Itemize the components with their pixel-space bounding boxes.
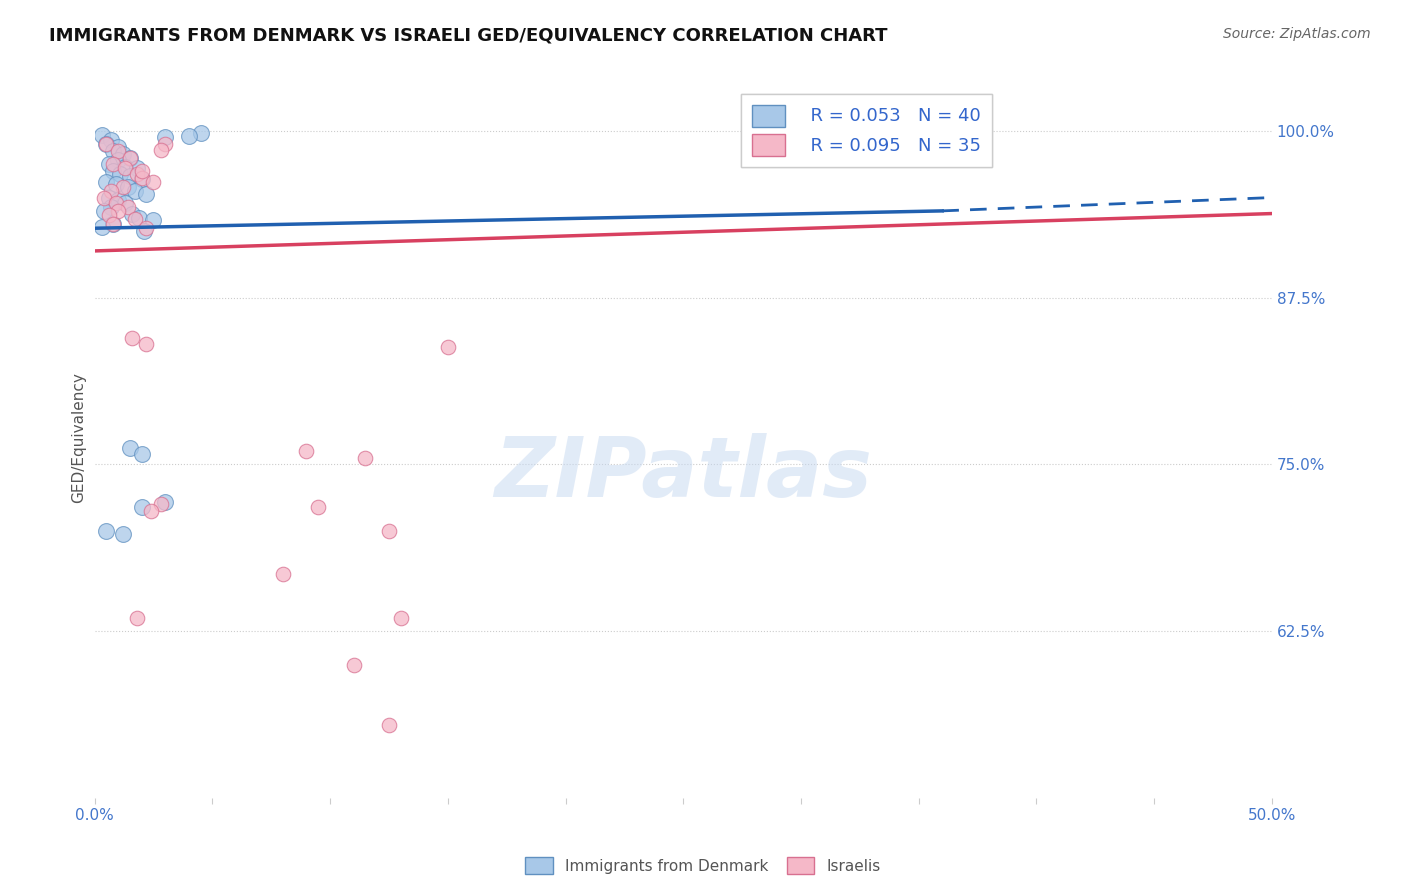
Point — [124, 184, 146, 198]
Point — [118, 151, 141, 165]
Point — [103, 144, 125, 158]
Point — [132, 224, 155, 238]
Point — [131, 500, 153, 515]
Point — [131, 172, 153, 186]
Point — [295, 444, 318, 458]
Point — [436, 340, 458, 354]
Y-axis label: GED/Equivalency: GED/Equivalency — [72, 372, 86, 503]
Point — [125, 611, 148, 625]
Point — [307, 500, 329, 515]
Point — [124, 211, 146, 226]
Point — [135, 221, 157, 235]
Point — [107, 140, 129, 154]
Point — [177, 129, 200, 144]
Point — [96, 175, 118, 189]
Point — [100, 200, 122, 214]
Point — [128, 211, 150, 225]
Point — [125, 161, 148, 176]
Point — [139, 504, 162, 518]
Point — [121, 206, 143, 220]
Point — [96, 137, 118, 152]
Point — [342, 657, 364, 672]
Point — [93, 190, 115, 204]
Text: Source: ZipAtlas.com: Source: ZipAtlas.com — [1223, 27, 1371, 41]
Point — [125, 167, 148, 181]
Point — [100, 133, 122, 147]
Legend:   R = 0.053   N = 40,   R = 0.095   N = 35: R = 0.053 N = 40, R = 0.095 N = 35 — [741, 94, 993, 167]
Point — [131, 164, 153, 178]
Point — [114, 160, 136, 174]
Point — [155, 137, 177, 152]
Point — [90, 219, 112, 234]
Text: ZIPatlas: ZIPatlas — [495, 434, 872, 515]
Point — [354, 450, 377, 465]
Point — [389, 611, 412, 625]
Text: IMMIGRANTS FROM DENMARK VS ISRAELI GED/EQUIVALENCY CORRELATION CHART: IMMIGRANTS FROM DENMARK VS ISRAELI GED/E… — [49, 27, 887, 45]
Point — [118, 442, 141, 456]
Point — [97, 157, 120, 171]
Point — [107, 144, 129, 158]
Point — [103, 217, 125, 231]
Point — [378, 717, 401, 731]
Point — [97, 190, 120, 204]
Point — [104, 195, 127, 210]
Point — [107, 193, 129, 207]
Point — [378, 524, 401, 538]
Point — [149, 143, 172, 157]
Point — [135, 337, 157, 351]
Point — [93, 203, 115, 218]
Point — [104, 178, 127, 192]
Point — [118, 151, 141, 165]
Point — [103, 157, 125, 171]
Point — [149, 498, 172, 512]
Point — [107, 153, 129, 168]
Point — [155, 130, 177, 145]
Point — [142, 213, 165, 227]
Point — [110, 167, 132, 181]
Point — [90, 128, 112, 142]
Point — [97, 208, 120, 222]
Point — [190, 127, 212, 141]
Point — [142, 175, 165, 189]
Point — [271, 566, 294, 581]
Point — [121, 331, 143, 345]
Point — [111, 146, 134, 161]
Point — [111, 526, 134, 541]
Point — [131, 447, 153, 461]
Point — [155, 495, 177, 509]
Point — [118, 169, 141, 184]
Point — [135, 186, 157, 201]
Point — [100, 184, 122, 198]
Point — [103, 217, 125, 231]
Point — [131, 170, 153, 185]
Point — [107, 203, 129, 218]
Point — [111, 179, 134, 194]
Point — [96, 524, 118, 538]
Legend: Immigrants from Denmark, Israelis: Immigrants from Denmark, Israelis — [519, 851, 887, 880]
Point — [103, 164, 125, 178]
Point — [96, 137, 118, 152]
Point — [117, 179, 139, 194]
Point — [117, 200, 139, 214]
Point — [114, 195, 136, 210]
Point — [114, 161, 136, 176]
